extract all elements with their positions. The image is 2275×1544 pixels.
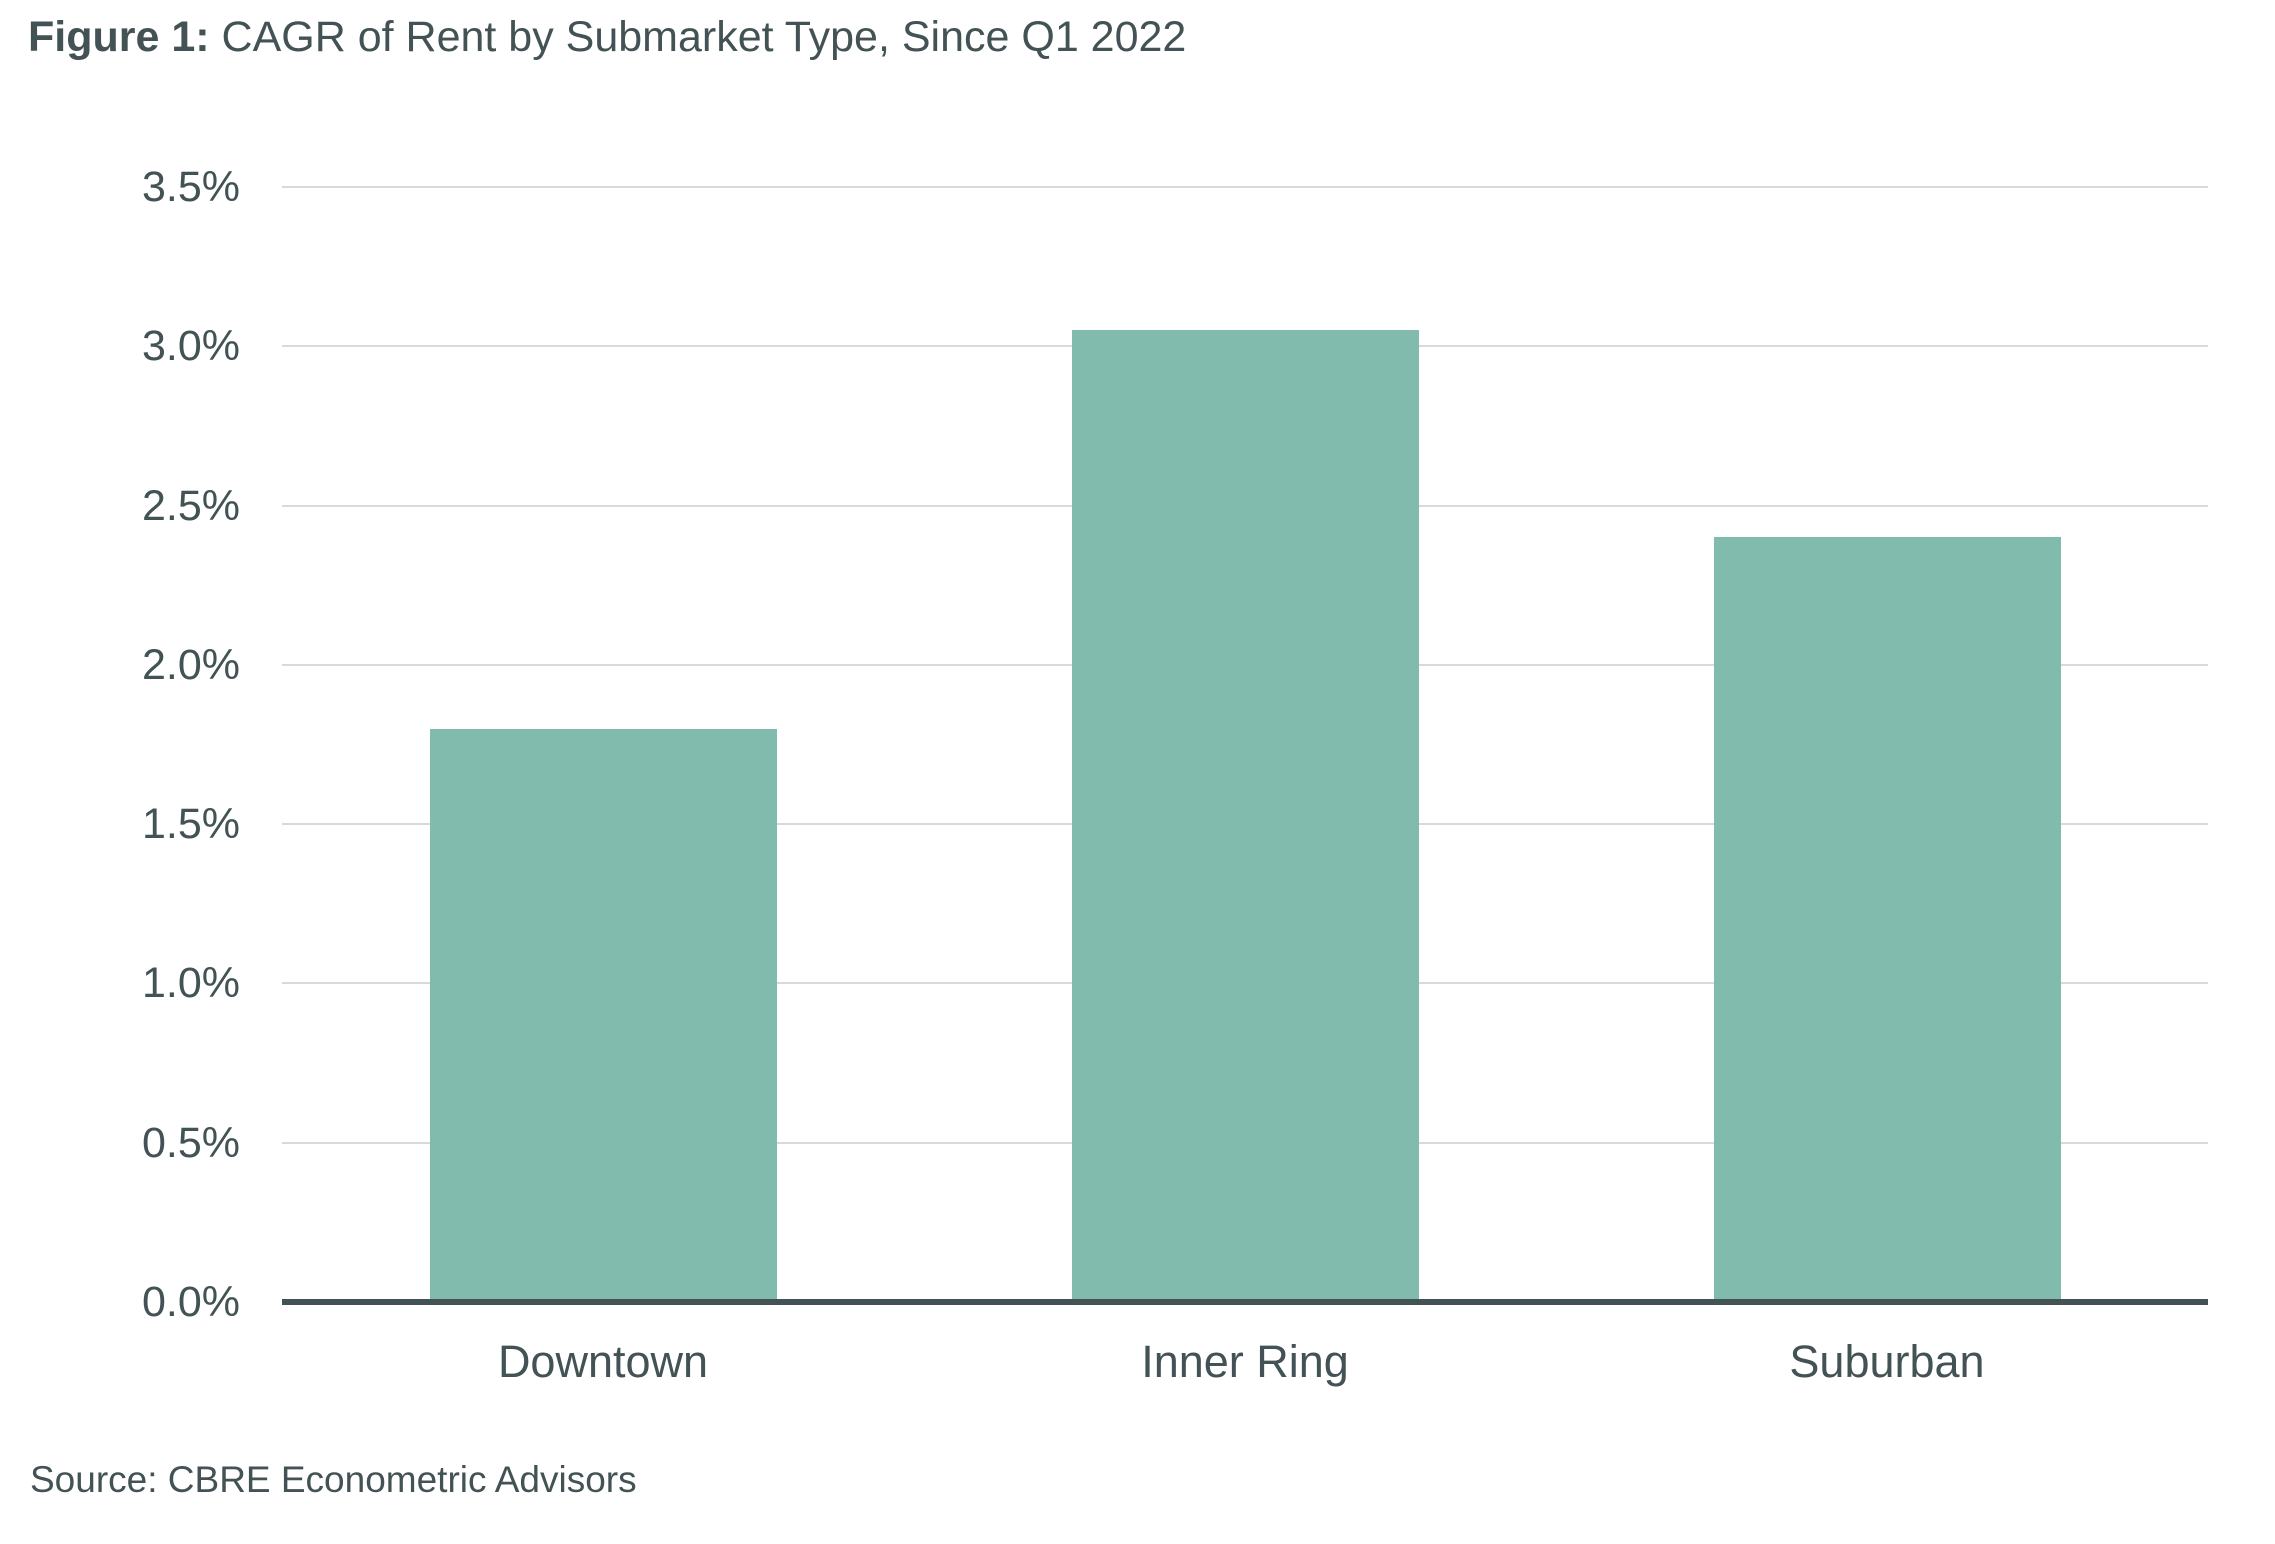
bar-inner-ring (1071, 330, 1419, 1302)
source-note: Source: CBRE Econometric Advisors (30, 1459, 637, 1500)
gridline (282, 186, 2208, 188)
y-tick-label: 2.5% (141, 481, 240, 530)
bar-suburban (1713, 537, 2061, 1302)
y-axis-tick-labels: 0.0% 0.5% 1.0% 1.5% 2.0% 2.5% 3.0% 3.5% (0, 164, 240, 1325)
bar-downtown (429, 728, 777, 1302)
x-axis-line (282, 1299, 2208, 1305)
y-tick-label: 3.5% (141, 163, 240, 211)
x-axis-category-labels: Downtown Inner Ring Suburban (282, 1336, 2208, 1392)
y-tick-label: 0.0% (141, 1278, 240, 1326)
x-category-label: Downtown (497, 1336, 709, 1387)
y-tick-label: 2.0% (141, 640, 240, 689)
figure-title: Figure 1: CAGR of Rent by Submarket Type… (28, 13, 1186, 61)
figure-title-text: CAGR of Rent by Submarket Type, Since Q1… (209, 13, 1187, 61)
x-category-label: Suburban (1789, 1336, 1985, 1387)
y-tick-label: 1.5% (141, 800, 240, 849)
plot-area (282, 186, 2208, 1305)
figure-title-prefix: Figure 1: (28, 13, 210, 61)
y-tick-label: 0.5% (141, 1118, 240, 1167)
y-tick-label: 1.0% (141, 959, 240, 1008)
y-tick-label: 3.0% (141, 322, 240, 371)
x-category-label: Inner Ring (1141, 1336, 1349, 1387)
